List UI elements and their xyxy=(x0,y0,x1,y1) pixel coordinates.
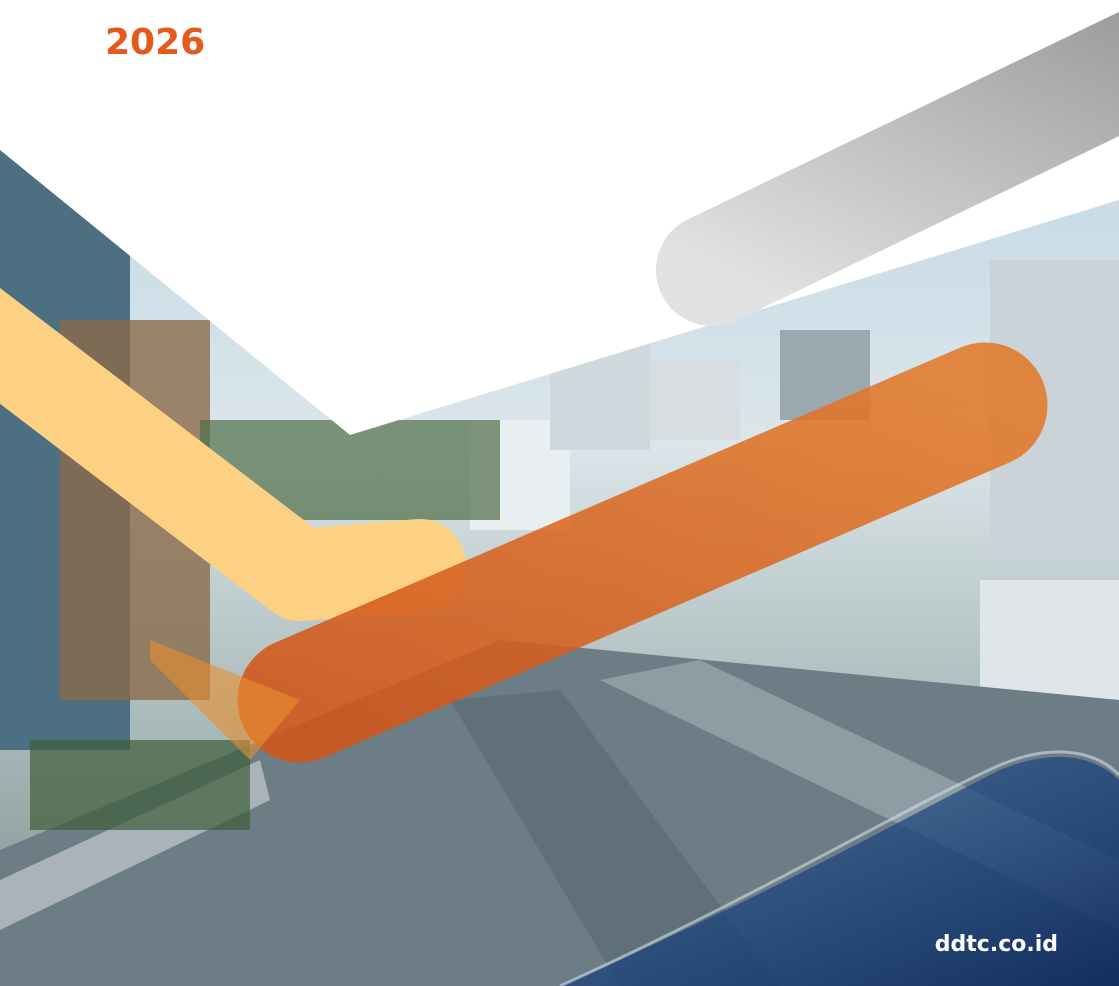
building xyxy=(550,340,650,450)
yellow-band xyxy=(0,287,466,621)
wave-line xyxy=(559,750,1119,986)
orange-band-tail xyxy=(150,640,300,760)
year: 2026 xyxy=(105,22,205,63)
building xyxy=(650,360,740,440)
trees xyxy=(30,740,250,830)
road xyxy=(450,690,780,986)
website: ddtc.co.id xyxy=(935,932,1058,957)
orange-band xyxy=(237,342,1048,763)
blue-wave xyxy=(560,756,1119,986)
